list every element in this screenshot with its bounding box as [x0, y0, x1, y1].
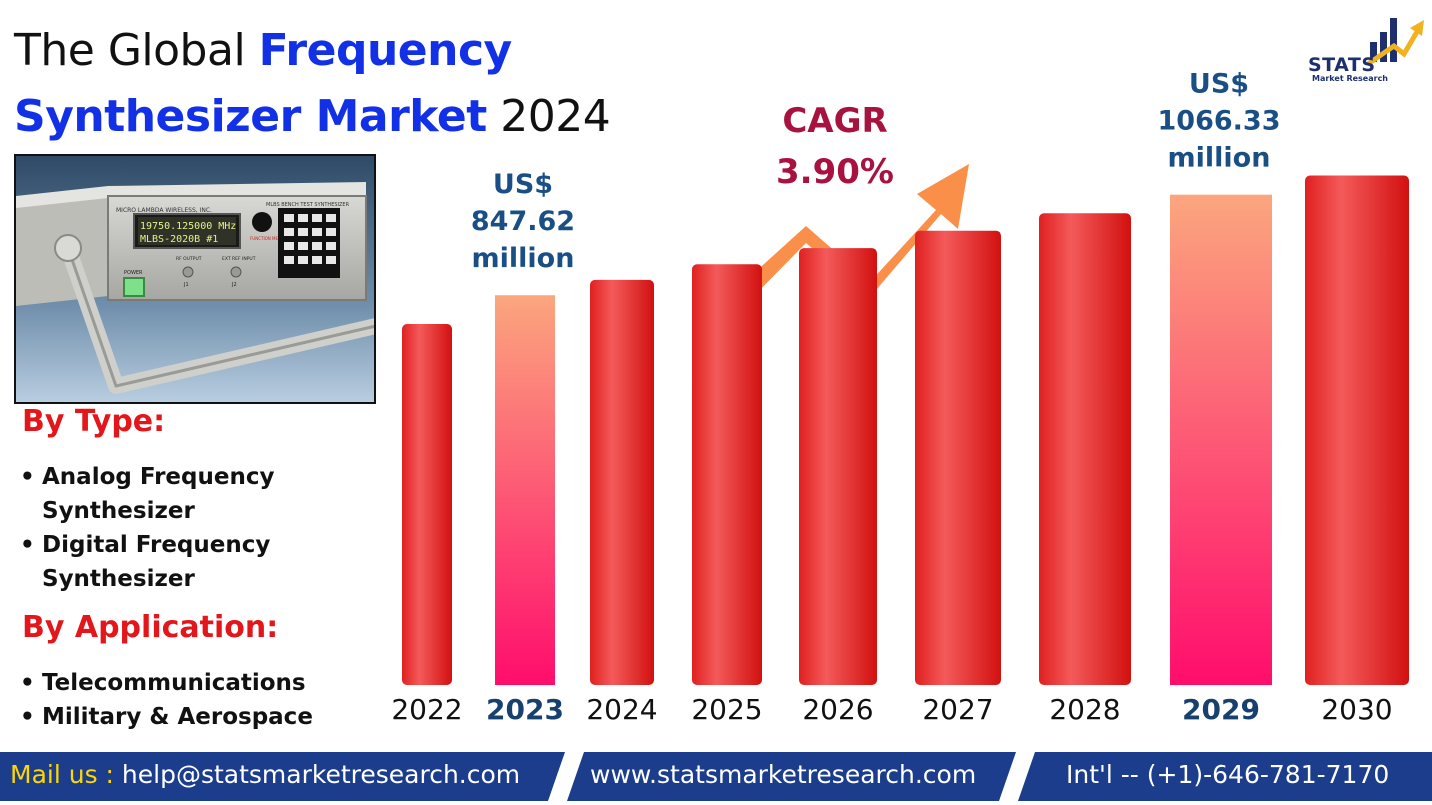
title-part-1: The Global [14, 25, 259, 76]
value-label-2029-line-2: million [1168, 143, 1271, 174]
x-tick-2024: 2024 [586, 693, 657, 726]
value-label-2023-line-0: US$ [493, 169, 553, 200]
bar-2027 [915, 230, 1001, 686]
bar-2026 [799, 248, 877, 685]
x-tick-2023: 2023 [486, 693, 564, 726]
email-link[interactable]: help@statsmarketresearch.com [121, 760, 521, 789]
value-label-2029-line-0: US$ [1189, 69, 1249, 100]
type-item: Analog Frequency Synthesizer [18, 460, 308, 528]
application-heading: By Application: [22, 610, 279, 645]
x-tick-2028: 2028 [1049, 693, 1120, 726]
application-item: Military & Aerospace [18, 700, 358, 734]
title-part-4: 2024 [486, 91, 611, 142]
product-brand: MICRO LAMBDA WIRELESS, INC. [116, 207, 212, 214]
x-tick-2026: 2026 [802, 693, 873, 726]
application-item: Telecommunications [18, 666, 358, 700]
display-line-1: 19750.125000 MHz [140, 221, 236, 232]
mail-label: Mail us : [10, 760, 122, 789]
type-heading: By Type: [22, 404, 166, 439]
application-list: TelecommunicationsMilitary & Aerospace [18, 666, 358, 734]
bar-2029 [1170, 194, 1272, 685]
menu-label: FUNCTION MENU [250, 236, 284, 241]
cagr-value: 3.90% [776, 152, 894, 192]
x-tick-2025: 2025 [691, 693, 762, 726]
page-title: The Global Frequency Synthesizer Market … [14, 18, 611, 150]
bar-2024 [590, 279, 654, 685]
x-tick-2027: 2027 [922, 693, 993, 726]
x-tick-2022: 2022 [391, 693, 462, 726]
title-part-3: Synthesizer Market [14, 91, 487, 142]
value-label-2023-line-2: million [472, 243, 575, 274]
power-label: POWER [124, 270, 143, 276]
phone-number[interactable]: Int'l -- (+1)-646-781-7170 [1066, 760, 1390, 789]
display-line-2: MLBS-2020B #1 [140, 234, 218, 245]
j2-label: J2 [231, 282, 237, 288]
logo-subtitle: Market Research [1312, 74, 1388, 83]
bar-2028 [1039, 213, 1131, 686]
footer-band [0, 752, 1432, 801]
logo-name: STATS [1308, 54, 1376, 76]
title-part-2: Frequency [258, 25, 513, 76]
type-list: Analog Frequency SynthesizerDigital Freq… [18, 460, 308, 596]
frequency-synthesizer-illustration: MICRO LAMBDA WIRELESS, INC. MLBS BENCH T… [16, 156, 374, 402]
ext-ref-label: EXT REF INPUT [222, 256, 256, 262]
type-item: Digital Frequency Synthesizer [18, 528, 308, 596]
j1-label: J1 [183, 282, 189, 288]
value-label-2029-line-1: 1066.33 [1158, 106, 1281, 137]
bar-2025 [692, 264, 762, 685]
website-link[interactable]: www.statsmarketresearch.com [590, 760, 977, 789]
rf-output-label: RF OUTPUT [176, 256, 202, 262]
footer-email[interactable]: Mail us : help@statsmarketresearch.com [10, 760, 520, 789]
product-model: MLBS BENCH TEST SYNTHESIZER [266, 202, 350, 208]
cagr-label: CAGR [782, 101, 887, 141]
product-image: MICRO LAMBDA WIRELESS, INC. MLBS BENCH T… [14, 154, 376, 404]
bar-2030 [1305, 175, 1409, 685]
stats-logo-icon [1366, 18, 1424, 67]
bar-2022 [402, 324, 452, 685]
x-tick-2029: 2029 [1182, 693, 1260, 726]
x-tick-2030: 2030 [1321, 693, 1392, 726]
bar-2023 [495, 295, 555, 685]
value-label-2023-line-1: 847.62 [471, 206, 575, 237]
